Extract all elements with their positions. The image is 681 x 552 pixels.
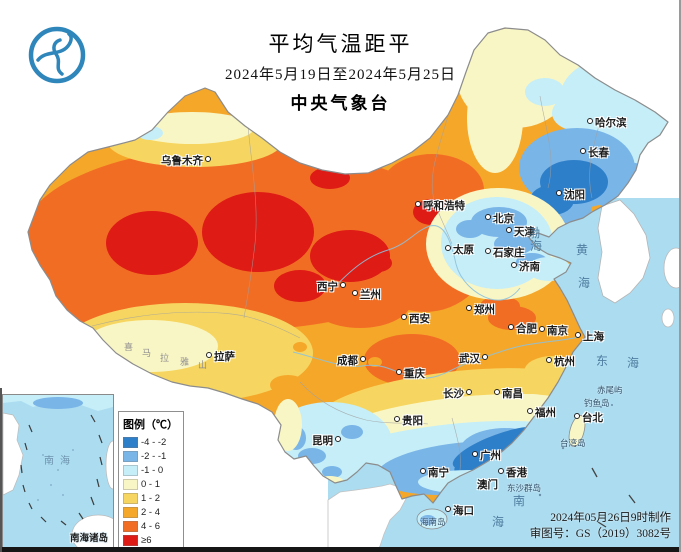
legend-color-swatch	[123, 436, 138, 448]
legend-range-label: 0 - 1	[141, 478, 161, 490]
legend-color-swatch	[123, 464, 138, 476]
inset-coast-shade	[33, 397, 83, 409]
frame-right-edge	[679, 0, 681, 552]
legend-row: -4 - -2	[123, 435, 180, 449]
attribution-map-approval-number: 审图号：GS（2019）3082号	[529, 528, 671, 540]
legend-color-swatch	[123, 478, 138, 490]
indochina-land	[327, 483, 408, 552]
legend-range-label: 2 - 4	[141, 506, 161, 518]
legend-color-swatch	[123, 534, 138, 546]
legend-color-swatch	[123, 492, 138, 504]
inset-nine-dash-line	[20, 414, 103, 526]
legend-range-label: ≥6	[141, 534, 152, 546]
legend-color-swatch	[123, 506, 138, 518]
legend-range-label: -1 - 0	[141, 464, 164, 476]
legend-range-label: 1 - 2	[141, 492, 161, 504]
inset-indochina	[3, 412, 24, 496]
legend-title: 图例（℃）	[123, 419, 178, 431]
legend-range-label: -2 - -1	[141, 450, 167, 462]
japan-island	[663, 247, 681, 289]
rivers	[292, 225, 580, 379]
legend-row: ≥6	[123, 533, 180, 547]
china-border	[27, 27, 669, 504]
province-borders	[91, 95, 601, 471]
map-legend: 图例（℃） -4 - -2 -2 - -1 -1 - 0 0 - 1 1 - 2 2 - …	[118, 411, 184, 552]
legend-row: -2 - -1	[123, 449, 180, 463]
taiwan-island	[568, 415, 586, 447]
legend-color-swatch	[123, 450, 138, 462]
attribution-produced-at: 2024年05月26日9时制作	[550, 512, 671, 524]
legend-row: -1 - 0	[123, 463, 180, 477]
frame-left-edge	[0, 388, 2, 552]
frame-bottom-edge	[0, 547, 681, 552]
cma-logo	[28, 26, 86, 84]
south-china-sea-inset-map	[2, 394, 114, 551]
legend-row: 0 - 1	[123, 477, 180, 491]
attribution: 2024年05月26日9时制作 审图号：GS（2019）3082号	[530, 510, 671, 542]
korea-peninsula	[597, 199, 651, 304]
legend-row: 4 - 6	[123, 519, 180, 533]
legend-row: 1 - 2	[123, 491, 180, 505]
small-islands-dots	[538, 404, 613, 497]
inset-philippines	[105, 440, 113, 490]
inset-borneo	[71, 514, 113, 550]
legend-range-label: -4 - -2	[141, 436, 167, 448]
legend-range-label: 4 - 6	[141, 520, 161, 532]
inset-title: 南海诸岛	[70, 533, 109, 544]
legend-row: 2 - 4	[123, 505, 180, 519]
legend-items: -4 - -2 -2 - -1 -1 - 0 0 - 1 1 - 2 2 - 4 4 - 6…	[123, 435, 180, 547]
nine-dash-line	[591, 467, 636, 528]
japan-island	[661, 308, 675, 328]
inset-island-dots	[37, 449, 74, 501]
legend-color-swatch	[123, 520, 138, 532]
hainan-shade	[420, 515, 436, 525]
